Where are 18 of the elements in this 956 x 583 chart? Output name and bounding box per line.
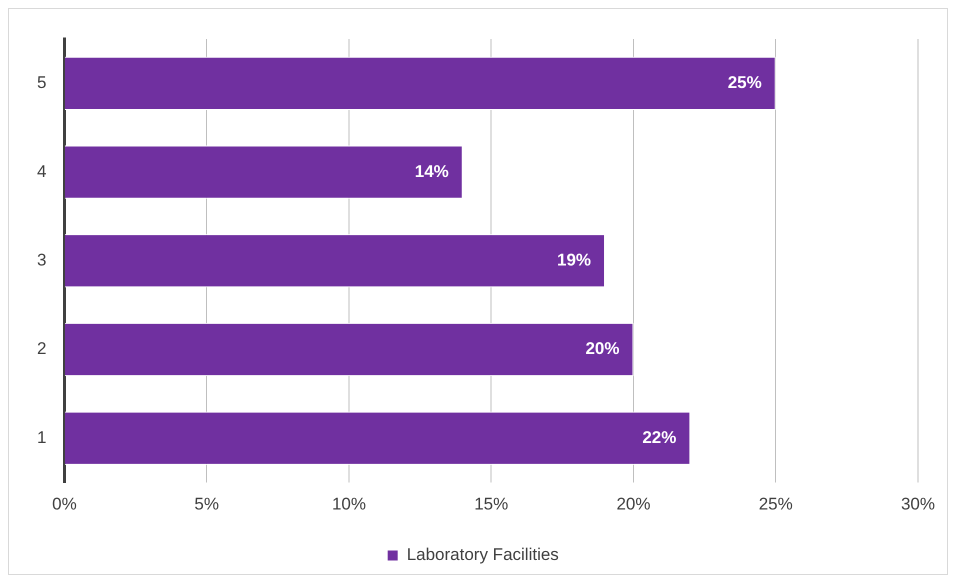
x-tick-label: 0% <box>52 494 77 514</box>
x-tick-label: 25% <box>758 494 793 514</box>
y-tick-label: 4 <box>36 162 46 181</box>
y-tick-label: 2 <box>36 339 46 358</box>
y-tick-label: 3 <box>36 250 46 270</box>
data-label: 20% <box>585 339 620 358</box>
y-tick-label: 1 <box>36 428 46 447</box>
x-tick-label: 10% <box>332 494 366 514</box>
x-tick-label: 20% <box>616 494 650 514</box>
y-tick-label: 5 <box>36 73 46 92</box>
legend-label: Laboratory Facilities <box>406 545 559 564</box>
data-label: 14% <box>414 162 449 181</box>
data-label: 19% <box>556 250 592 270</box>
data-label: 22% <box>642 428 676 447</box>
data-label: 25% <box>728 73 762 92</box>
x-tick-label: 15% <box>474 494 508 514</box>
x-tick-label: 30% <box>900 494 936 514</box>
x-tick-label: 5% <box>194 494 219 514</box>
